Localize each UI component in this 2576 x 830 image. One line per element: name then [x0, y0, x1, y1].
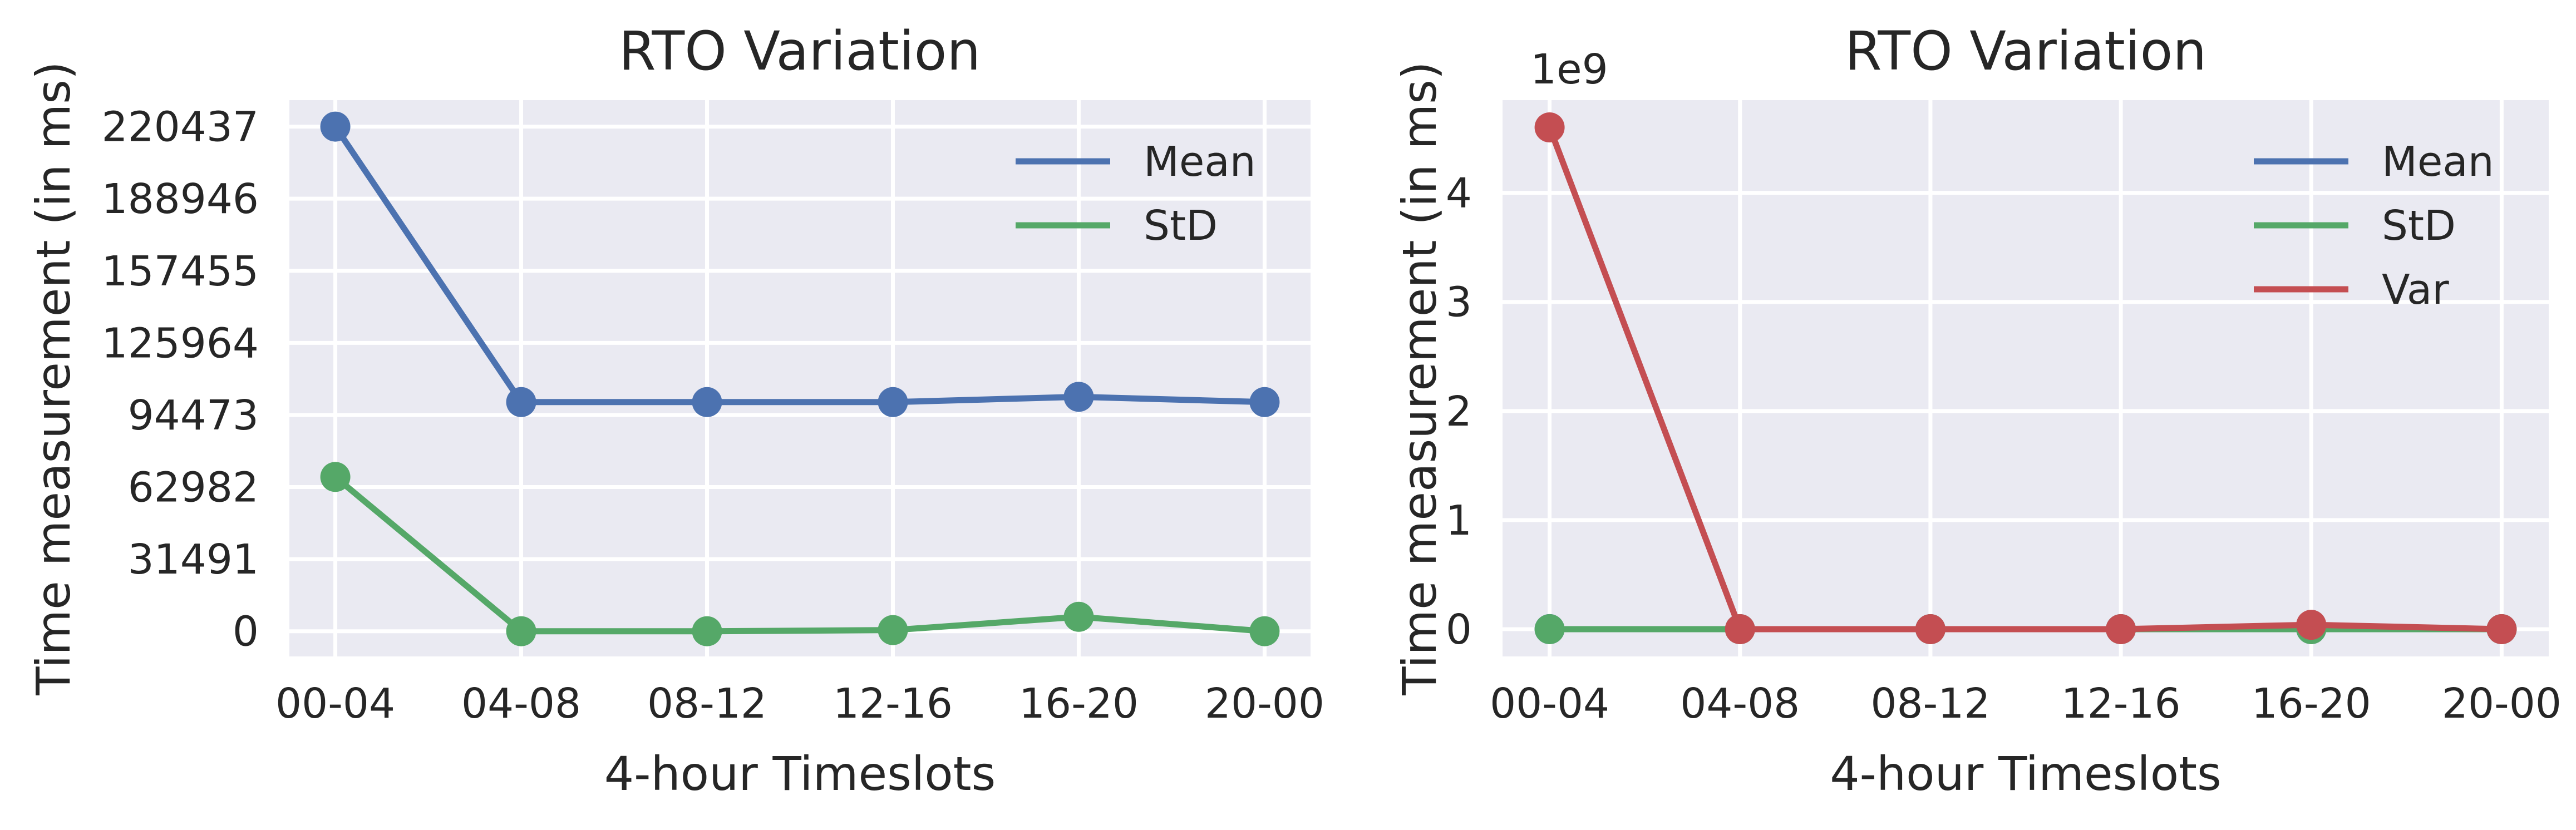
chart-right: 0 1 2 3 4 00-04 04-08 08-12 12-16 16-20 20-00 1e9 RT… [1392, 20, 2562, 801]
y-tick-label: 3 [1446, 279, 1472, 327]
x-tick-label: 04-08 [461, 680, 581, 728]
series-point-mean [506, 387, 536, 417]
y-tick-label: 1 [1446, 497, 1472, 545]
series-point-std [878, 615, 908, 645]
y-tick-label: 125964 [102, 319, 259, 367]
series-point-std [1063, 601, 1094, 632]
series-point-var [1725, 614, 1755, 644]
series-point-std [506, 616, 536, 646]
x-tick-label: 12-16 [833, 680, 953, 728]
x-tick-label: 12-16 [2061, 680, 2181, 728]
series-point-mean [878, 387, 908, 417]
series-point-mean [1063, 382, 1094, 412]
series-point-var [1534, 112, 1565, 143]
x-tick-label: 16-20 [2252, 680, 2371, 728]
series-point-mean [692, 387, 722, 417]
y-tick-label: 157455 [102, 248, 259, 295]
chart-title: RTO Variation [1845, 20, 2206, 82]
x-tick-label: 16-20 [1019, 680, 1139, 728]
legend-label-mean: Mean [1144, 138, 1256, 186]
series-point-std [692, 616, 722, 646]
series-line-std [332, 473, 1268, 635]
series-point-var [2106, 614, 2136, 644]
series-point-std [1249, 616, 1280, 646]
chart-title: RTO Variation [619, 20, 981, 82]
x-tick-label: 04-08 [1680, 680, 1800, 728]
series-line-mean [332, 123, 1268, 406]
chart-left: 0 31491 62982 94473 125964 157455 188946 220437… [26, 20, 1324, 801]
x-tick-label: 20-00 [2442, 680, 2562, 728]
y-tick-label: 220437 [102, 103, 259, 151]
x-tick-label: 08-12 [1870, 680, 1990, 728]
y-offset-label: 1e9 [1530, 46, 1608, 93]
series-point-var [2486, 614, 2517, 644]
y-tick-label: 2 [1446, 388, 1472, 436]
series-point-mean [1249, 387, 1280, 417]
legend-label-mean: Mean [2382, 138, 2494, 186]
series-point-var [2296, 610, 2327, 640]
legend-label-std: StD [2382, 202, 2456, 250]
legend-label-var: Var [2382, 266, 2449, 314]
series-line-var [1546, 124, 2505, 633]
series-point-var [1915, 614, 1945, 644]
series-point-std [320, 462, 351, 492]
x-tick-label: 00-04 [275, 680, 395, 728]
series-point-std [1534, 614, 1565, 644]
legend-label-std: StD [1144, 202, 1218, 250]
y-tick-label: 0 [1446, 606, 1472, 654]
x-tick-label: 08-12 [647, 680, 767, 728]
x-tick-label: 20-00 [1205, 680, 1324, 728]
y-tick-label: 4 [1446, 170, 1472, 218]
y-tick-label: 94473 [128, 392, 259, 439]
y-tick-label: 0 [233, 608, 259, 656]
y-tick-label: 188946 [102, 175, 259, 223]
y-tick-label: 62982 [128, 464, 259, 512]
x-axis-label: 4-hour Timeslots [604, 747, 996, 801]
y-axis-label: Time measurement (in ms) [1392, 61, 1447, 695]
plot-area [289, 100, 1311, 656]
x-tick-label: 00-04 [1490, 680, 1609, 728]
x-axis-label: 4-hour Timeslots [1830, 747, 2222, 801]
y-axis-label: Time measurement (in ms) [26, 61, 81, 695]
y-tick-label: 31491 [128, 536, 259, 584]
series-point-mean [320, 111, 351, 142]
